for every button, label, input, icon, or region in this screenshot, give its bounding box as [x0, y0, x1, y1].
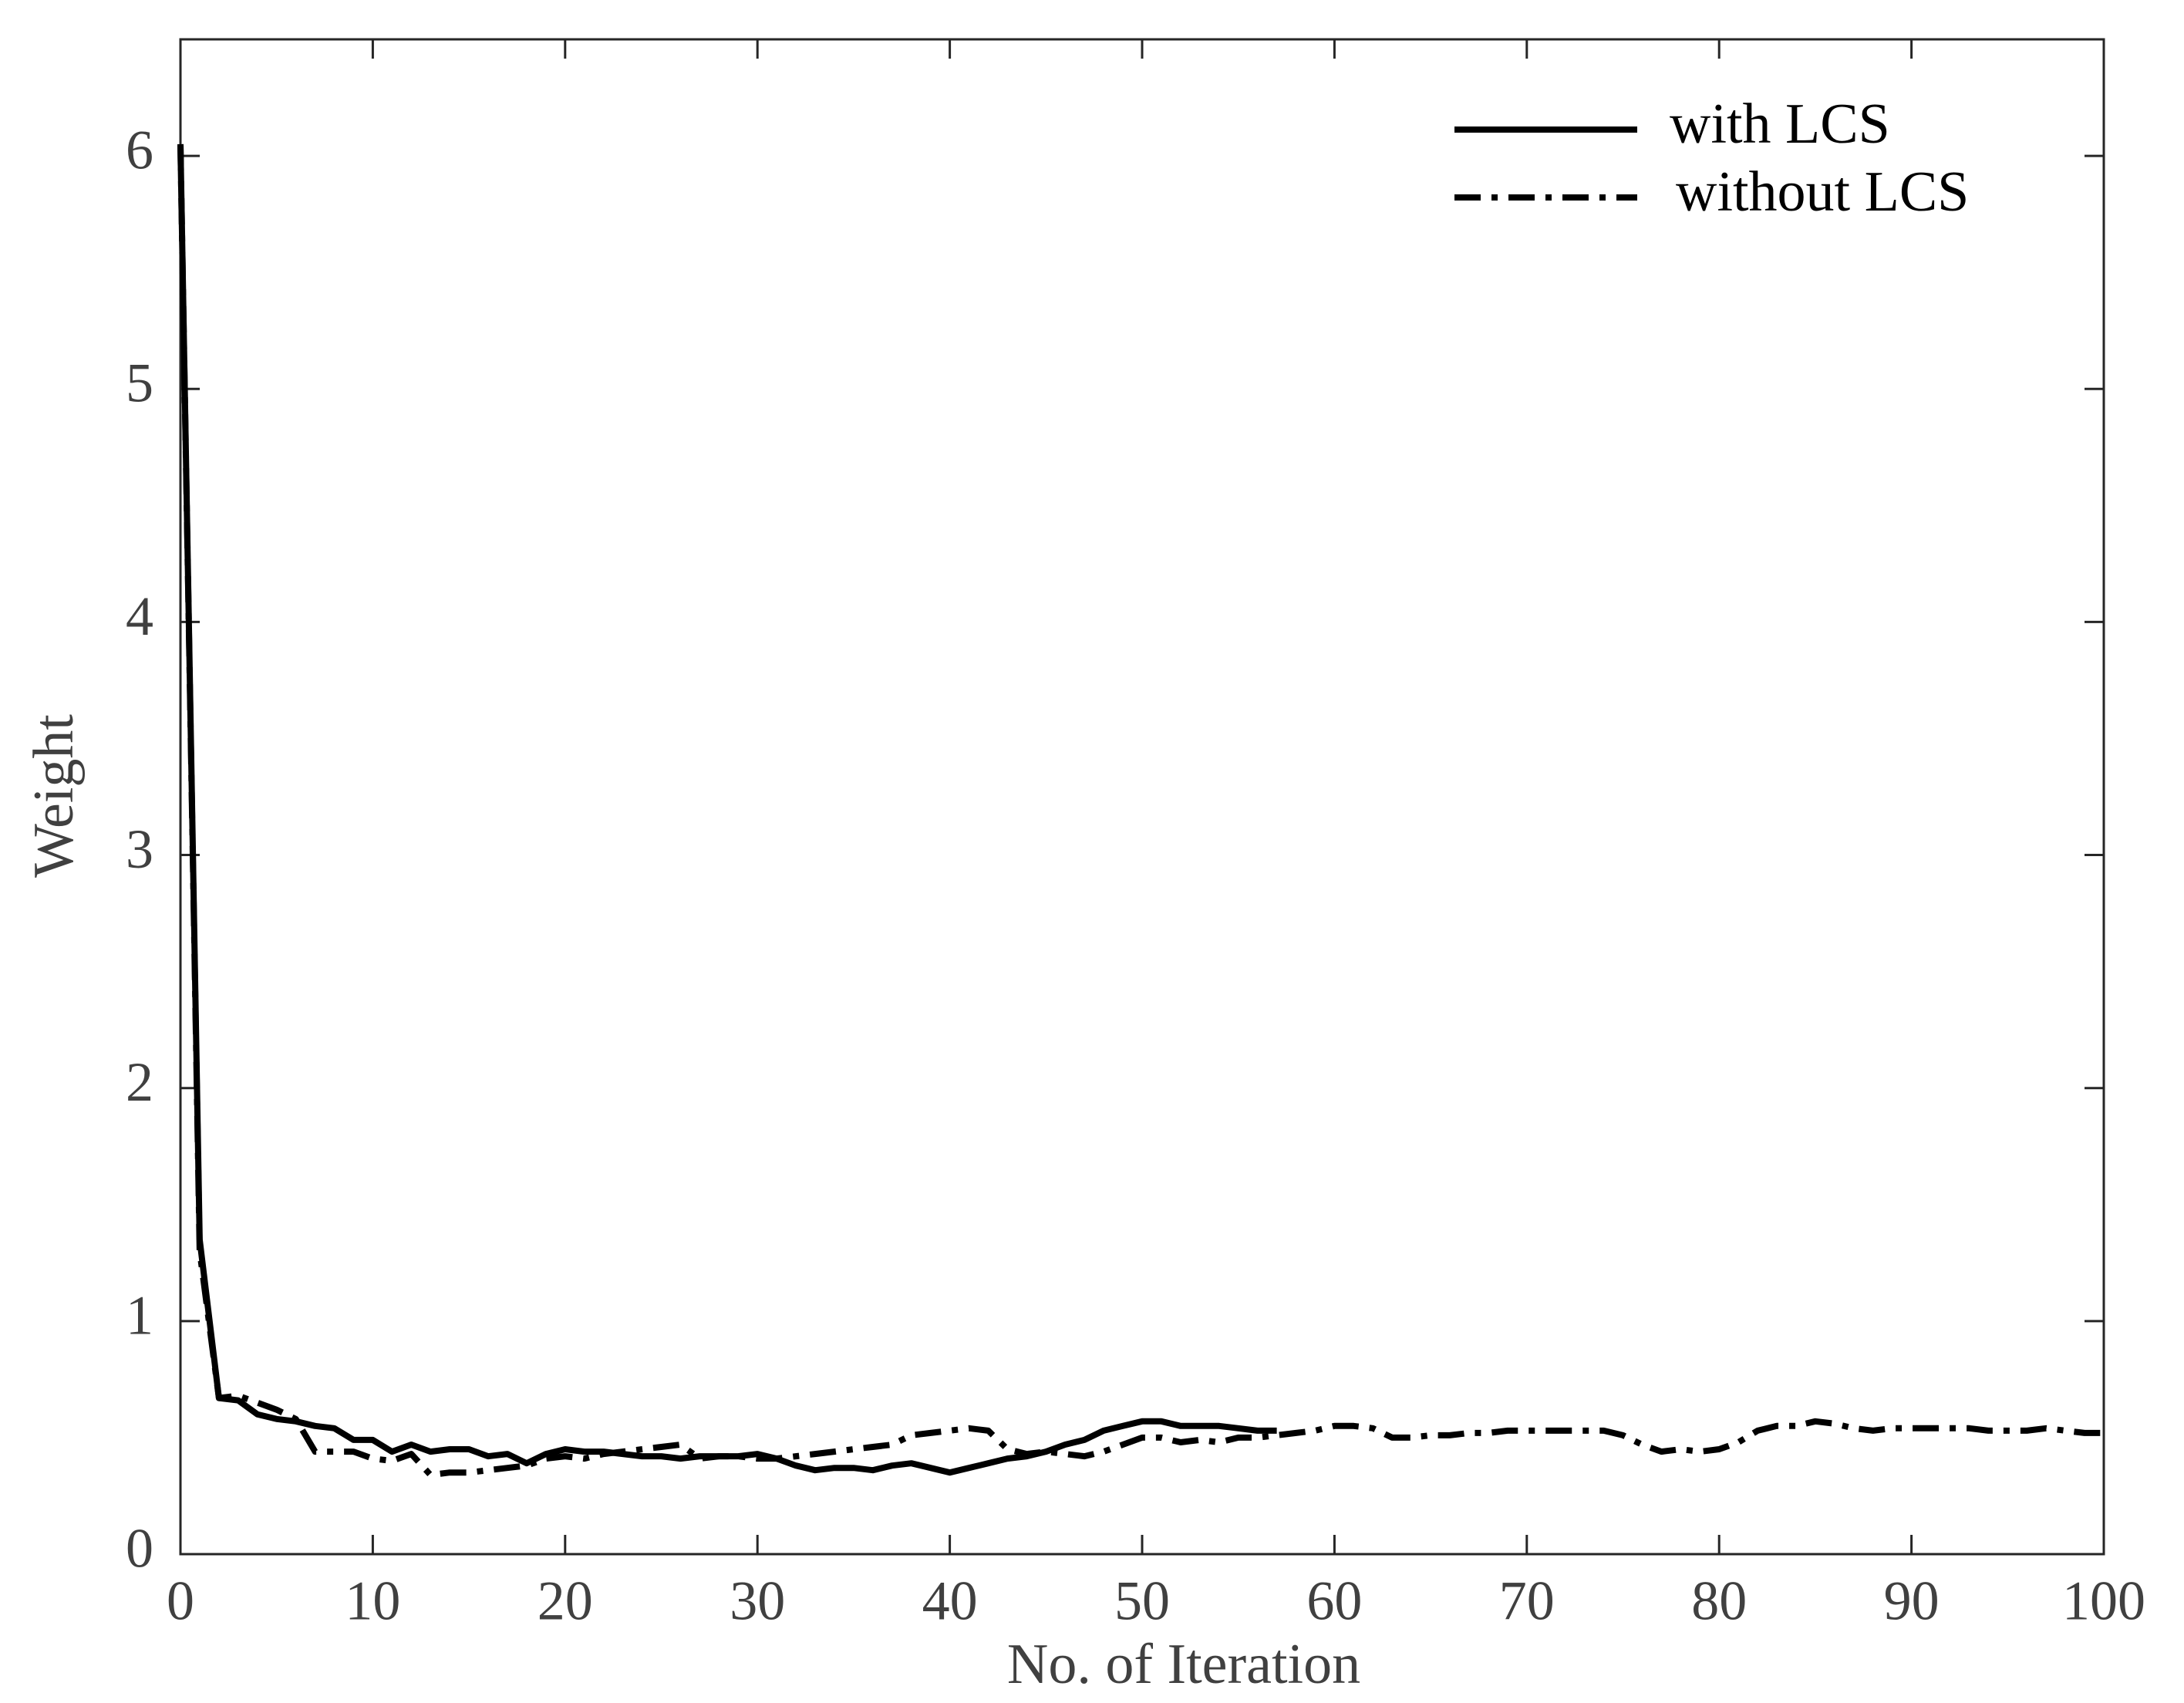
x-tick-label: 100: [2062, 1570, 2145, 1632]
x-tick-label: 60: [1306, 1570, 1362, 1632]
y-tick-label: 2: [126, 1051, 153, 1113]
y-tick-label: 6: [126, 120, 153, 181]
y-tick-label: 0: [126, 1518, 153, 1580]
x-tick-label: 20: [538, 1570, 593, 1632]
series-line: [177, 143, 2104, 1479]
x-tick-label: 80: [1691, 1570, 1747, 1632]
series-line: [177, 143, 1277, 1476]
legend-label: with LCS: [1670, 93, 1890, 156]
x-tick-label: 70: [1499, 1570, 1555, 1632]
x-tick-label: 30: [730, 1570, 785, 1632]
x-tick-label: 10: [345, 1570, 400, 1632]
x-tick-label: 50: [1114, 1570, 1170, 1632]
x-tick-label: 0: [167, 1570, 194, 1632]
y-tick-label: 5: [126, 352, 153, 414]
x-tick-label: 90: [1884, 1570, 1940, 1632]
y-axis-label: Weight: [22, 714, 86, 878]
y-tick-label: 1: [126, 1284, 153, 1346]
legend-label: without LCS: [1676, 160, 1969, 224]
x-tick-label: 40: [922, 1570, 978, 1632]
x-axis-label: No. of Iteration: [1007, 1633, 1360, 1696]
y-tick-label: 3: [126, 818, 153, 880]
y-tick-label: 4: [126, 585, 153, 647]
plot-frame: [179, 38, 2105, 1556]
